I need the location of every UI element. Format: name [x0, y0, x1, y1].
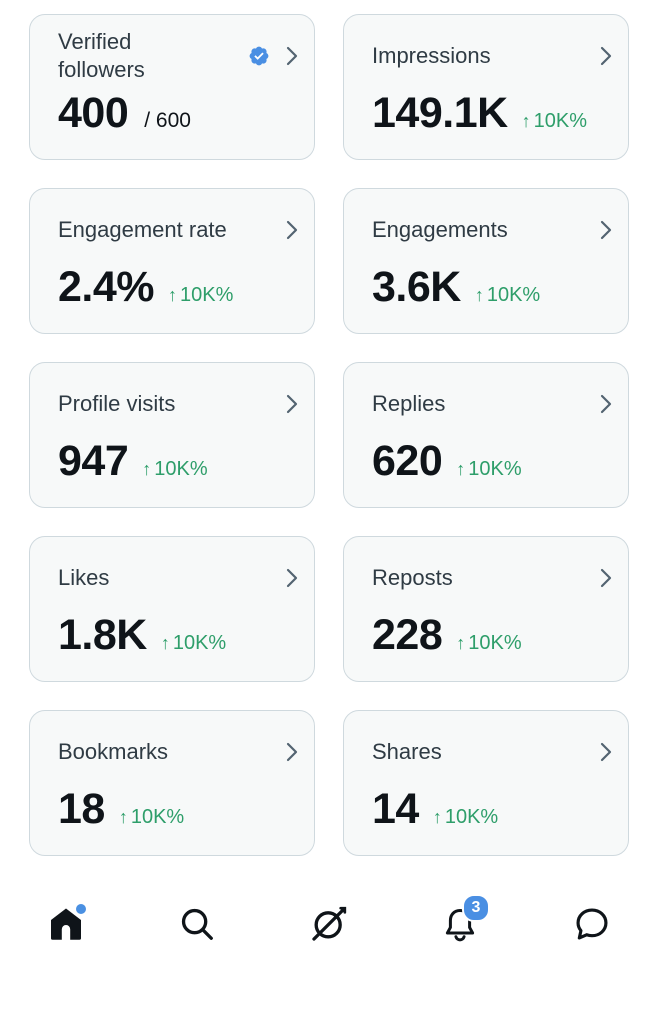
metric-change-value: 10K%: [468, 458, 522, 480]
chevron-right-icon: [600, 46, 612, 66]
arrow-up-icon: ↑: [456, 633, 466, 653]
metric-label: Shares: [372, 739, 442, 764]
arrow-up-icon: ↑: [160, 633, 170, 653]
metric-change: ↑ 10K%: [475, 284, 540, 307]
metric-change-value: 10K%: [468, 632, 522, 654]
metric-change: ↑ 10K%: [168, 284, 233, 307]
chevron-right-icon: [286, 46, 298, 66]
metric-change-value: 10K%: [172, 632, 227, 654]
notification-count-badge: 3: [462, 894, 490, 922]
metric-value: 400: [58, 89, 129, 137]
metric-value-row: 18 ↑ 10K%: [58, 785, 184, 833]
chevron-right-icon: [286, 568, 298, 588]
metric-change: ↑ 10K%: [456, 458, 521, 481]
metric-change: ↑ 10K%: [433, 806, 498, 829]
metric-change: ↑ 10K%: [456, 632, 521, 655]
metric-card-impressions[interactable]: Impressions 149.1K ↑ 10K%: [343, 14, 629, 160]
tab-home[interactable]: [44, 902, 88, 946]
chevron-right-icon: [600, 568, 612, 588]
chevron-right-icon: [286, 742, 298, 762]
verified-badge-icon: [249, 46, 269, 66]
metric-value-row: 3.6K ↑ 10K%: [372, 263, 540, 311]
metric-card-likes[interactable]: Likes 1.8K ↑ 10K%: [29, 536, 315, 682]
metric-change-value: 10K%: [180, 284, 234, 306]
tab-search[interactable]: [175, 902, 219, 946]
metric-label: Profile visits: [58, 391, 176, 416]
metric-value-row: 149.1K ↑ 10K%: [372, 89, 587, 137]
metric-change: ↑ 10K%: [142, 458, 207, 481]
metric-change-value: 10K%: [533, 110, 588, 132]
chevron-right-icon: [286, 220, 298, 240]
metric-value-row: 1.8K ↑ 10K%: [58, 611, 226, 659]
metric-value: 228: [372, 611, 443, 659]
arrow-up-icon: ↑: [432, 807, 442, 827]
home-icon: [51, 908, 81, 940]
metric-card-verified-followers[interactable]: Verified followers 400 / 600: [29, 14, 315, 160]
bottom-tab-bar: 3: [0, 890, 658, 960]
metric-change-value: 10K%: [444, 806, 499, 828]
search-icon: [181, 908, 213, 940]
metric-card-replies[interactable]: Replies 620 ↑ 10K%: [343, 362, 629, 508]
metric-card-profile-visits[interactable]: Profile visits 947 ↑ 10K%: [29, 362, 315, 508]
tab-messages[interactable]: [570, 902, 614, 946]
metric-change: ↑ 10K%: [161, 632, 226, 655]
metric-card-shares[interactable]: Shares 14 ↑ 10K%: [343, 710, 629, 856]
metric-value-row: 400 / 600: [58, 89, 191, 137]
metric-value-row: 228 ↑ 10K%: [372, 611, 522, 659]
message-icon: [576, 908, 608, 940]
metric-value-row: 620 ↑ 10K%: [372, 437, 522, 485]
chevron-right-icon: [600, 742, 612, 762]
chevron-right-icon: [600, 394, 612, 414]
metric-change-value: 10K%: [486, 284, 541, 306]
home-unread-dot: [74, 902, 88, 916]
arrow-up-icon: ↑: [474, 285, 484, 305]
metric-card-engagements[interactable]: Engagements 3.6K ↑ 10K%: [343, 188, 629, 334]
metrics-grid: Verified followers 400 / 600 Impressions…: [29, 14, 629, 856]
metric-label: Engagements: [372, 217, 508, 242]
metric-label: Replies: [372, 391, 446, 416]
metric-value: 3.6K: [372, 263, 461, 311]
metric-label: Impressions: [372, 43, 491, 68]
metric-value: 18: [58, 785, 105, 833]
tab-notifications[interactable]: 3: [438, 894, 490, 946]
metric-label: Verified followers: [58, 29, 145, 82]
grok-icon: [312, 906, 347, 941]
metric-value: 947: [58, 437, 129, 485]
metric-change: ↑ 10K%: [119, 806, 184, 829]
metric-value: 149.1K: [372, 89, 508, 137]
metric-value: 1.8K: [58, 611, 147, 659]
metric-total: / 600: [144, 109, 191, 132]
arrow-up-icon: ↑: [168, 285, 178, 305]
arrow-up-icon: ↑: [118, 807, 128, 827]
metric-label: Bookmarks: [58, 739, 169, 764]
metric-change: ↑ 10K%: [522, 110, 587, 133]
chevron-right-icon: [286, 394, 298, 414]
arrow-up-icon: ↑: [142, 459, 152, 479]
arrow-up-icon: ↑: [456, 459, 466, 479]
metric-label: Engagement rate: [58, 217, 227, 242]
tab-grok[interactable]: [307, 902, 351, 946]
metric-card-reposts[interactable]: Reposts 228 ↑ 10K%: [343, 536, 629, 682]
metric-card-bookmarks[interactable]: Bookmarks 18 ↑ 10K%: [29, 710, 315, 856]
metric-change-value: 10K%: [130, 806, 185, 828]
metric-value-row: 947 ↑ 10K%: [58, 437, 208, 485]
metric-label: Reposts: [372, 565, 453, 590]
metric-label: Likes: [58, 565, 110, 590]
arrow-up-icon: ↑: [521, 111, 531, 131]
metric-change-value: 10K%: [154, 458, 208, 480]
metric-value-row: 14 ↑ 10K%: [372, 785, 498, 833]
metric-value: 2.4%: [58, 263, 155, 311]
metric-value: 14: [372, 785, 419, 833]
chevron-right-icon: [600, 220, 612, 240]
metric-card-engagement-rate[interactable]: Engagement rate 2.4% ↑ 10K%: [29, 188, 315, 334]
metric-value-row: 2.4% ↑ 10K%: [58, 263, 233, 311]
metric-value: 620: [372, 437, 443, 485]
